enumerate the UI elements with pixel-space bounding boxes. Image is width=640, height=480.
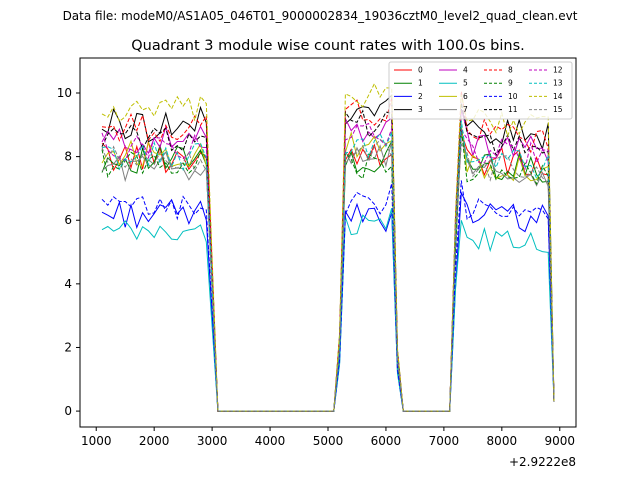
- chart-title: Quadrant 3 module wise count rates with …: [131, 38, 525, 54]
- series-line-15: [101, 138, 555, 412]
- y-tick-label: 8: [64, 150, 72, 164]
- series-line-11: [101, 102, 555, 412]
- x-tick-label: 1000: [81, 434, 112, 448]
- series-line-2: [101, 191, 555, 412]
- legend-label: 13: [553, 79, 563, 88]
- x-tick-label: 8000: [487, 434, 518, 448]
- x-tick-label: 6000: [371, 434, 402, 448]
- legend-label: 0: [418, 66, 423, 75]
- chart-suptitle: Data file: modeM0/AS1A05_046T01_90000028…: [63, 9, 578, 23]
- series-line-5: [101, 207, 555, 412]
- legend-label: 5: [463, 79, 468, 88]
- x-tick-label: 2000: [139, 434, 170, 448]
- legend-label: 12: [553, 66, 563, 75]
- legend-box: [388, 61, 573, 120]
- y-tick-label: 0: [64, 404, 72, 418]
- series-line-10: [101, 180, 555, 412]
- x-tick-label: 9000: [545, 434, 576, 448]
- legend-label: 3: [418, 105, 423, 114]
- x-axis: 1000 2000 3000 4000 5000 6000 7000 8000 9000: [81, 427, 575, 448]
- x-tick-label: 3000: [197, 434, 228, 448]
- series-line-9: [101, 128, 555, 412]
- y-tick-label: 10: [57, 86, 72, 100]
- legend-label: 14: [553, 92, 563, 101]
- x-tick-label: 4000: [255, 434, 286, 448]
- legend-label: 8: [508, 66, 513, 75]
- y-axis: 0 2 4 6 8 10: [57, 86, 80, 418]
- series-line-1: [101, 130, 555, 412]
- y-tick-label: 6: [64, 213, 72, 227]
- legend-label: 6: [463, 92, 468, 101]
- y-tick-label: 2: [64, 340, 72, 354]
- legend-label: 1: [418, 79, 423, 88]
- plot-lines: [101, 82, 555, 412]
- x-tick-label: 5000: [313, 434, 344, 448]
- legend-label: 10: [508, 92, 518, 101]
- y-tick-label: 4: [64, 277, 72, 291]
- legend-label: 2: [418, 92, 423, 101]
- x-offset-label: +2.9222e8: [509, 455, 576, 469]
- legend-label: 9: [508, 79, 513, 88]
- legend-label: 11: [508, 105, 518, 114]
- legend-label: 4: [463, 66, 468, 75]
- x-tick-label: 7000: [429, 434, 460, 448]
- legend-label: 7: [463, 105, 468, 114]
- legend-label: 15: [553, 105, 563, 114]
